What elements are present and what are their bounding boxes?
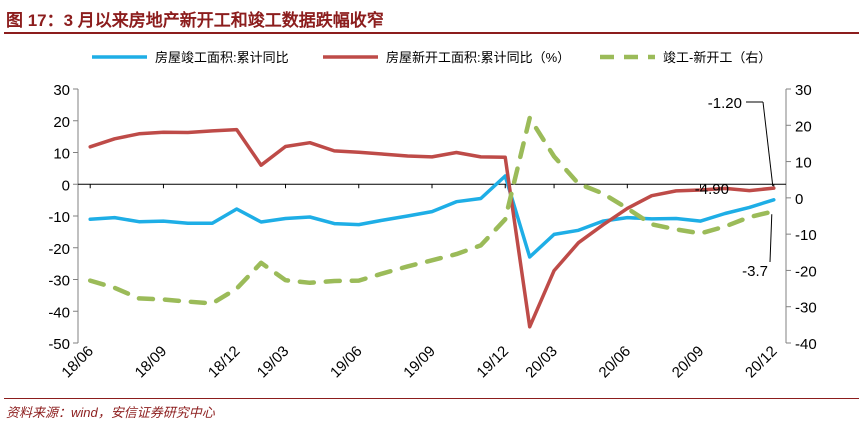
legend: 房屋竣工面积:累计同比 房屋新开工面积:累计同比（%） 竣工-新开工（右） (92, 50, 771, 65)
left-axis-tick-label: -50 (48, 336, 70, 353)
annotation-label: -1.20 (708, 95, 742, 112)
x-axis-tick-label: 20/03 (522, 343, 561, 382)
annotation-leader (762, 101, 774, 187)
chart-title: 图 17：3 月以来房地产新开工和竣工数据跌幅收窄 (6, 11, 384, 30)
annotation-label: -3.7 (742, 263, 768, 280)
series-line-1 (88, 174, 776, 259)
annotation-label: -4.90 (695, 181, 729, 198)
annotation-leader (769, 214, 773, 263)
legend-label-2: 房屋新开工面积:累计同比（%） (386, 50, 570, 65)
legend-label-1: 房屋竣工面积:累计同比 (155, 50, 289, 65)
right-axis-tick-label: 10 (795, 155, 812, 172)
right-axis-tick-label: -40 (795, 336, 817, 353)
x-axis-tick-label: 20/06 (596, 343, 635, 382)
x-axis-tick-label: 19/03 (254, 343, 293, 382)
series-line-2 (88, 127, 776, 329)
right-axis-tick-label: 20 (795, 118, 812, 135)
x-axis-tick-label: 19/09 (400, 343, 439, 382)
right-axis-tick-label: 0 (795, 191, 803, 208)
x-axis-tick-label: 18/12 (205, 343, 244, 382)
right-axis-tick-label: -30 (795, 300, 817, 317)
right-axis-tick-label: -20 (795, 263, 817, 280)
legend-label-3: 竣工-新开工（右） (663, 50, 771, 65)
right-axis-tick-label: 30 (795, 82, 812, 99)
left-axis-tick-label: 10 (53, 146, 70, 163)
left-axis-tick-label: 30 (53, 82, 70, 99)
left-axis-tick-label: -40 (48, 304, 70, 321)
x-axis-tick-label: 19/06 (327, 343, 366, 382)
annotations: -1.20 -4.90 -3.7 (695, 95, 774, 280)
left-axis-tick-label: -30 (48, 273, 70, 290)
left-axis-tick-label: 0 (62, 177, 70, 194)
right-axis-tick-label: -10 (795, 227, 817, 244)
source-divider (4, 398, 859, 399)
x-axis-tick-label: 20/12 (742, 343, 781, 382)
series-line-3 (87, 115, 777, 306)
x-axis-tick-label: 18/09 (132, 343, 171, 382)
title-bar: 图 17：3 月以来房地产新开工和竣工数据跌幅收窄 (4, 4, 859, 34)
left-axis-tick-label: -20 (48, 241, 70, 258)
source-note: 资料来源：wind，安信证券研究中心 (6, 405, 215, 420)
x-axis-tick-label: 20/09 (669, 343, 708, 382)
x-axis-tick-label: 19/12 (473, 343, 512, 382)
series-layer (87, 115, 777, 329)
left-axis-tick-label: 20 (53, 114, 70, 131)
left-axis-tick-label: -10 (48, 209, 70, 226)
axes: 30 20 10 0 -10 -20 -30 -40 -50 30 20 10 0 -10 -20 -30 -4… (48, 82, 816, 381)
